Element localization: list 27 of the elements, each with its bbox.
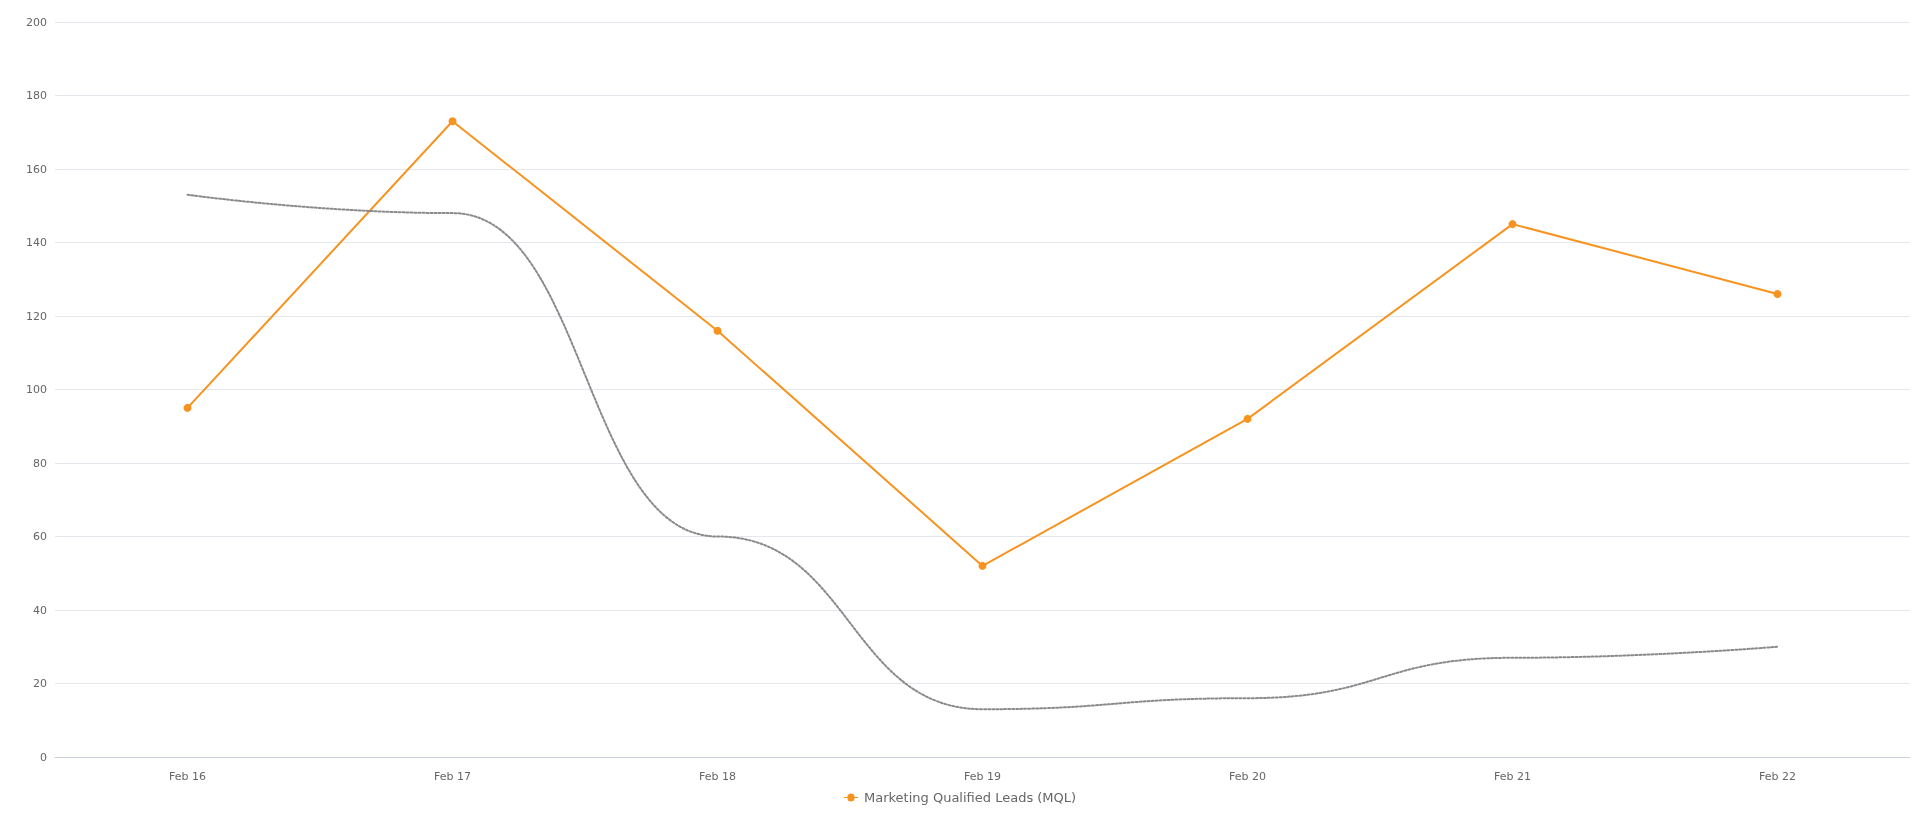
x-tick-label: Feb 22 [1759,770,1796,783]
y-tick-label: 60 [33,530,47,543]
y-tick-label: 100 [26,383,47,396]
y-tick-label: 140 [26,236,47,249]
legend-label: Marketing Qualified Leads (MQL) [863,790,1077,805]
point [1243,414,1252,423]
y-tick-label: 40 [33,603,47,617]
point [713,326,722,335]
point [1773,289,1782,298]
x-tick-label: Feb 21 [1494,770,1531,783]
y-tick-label: 180 [26,89,47,102]
point [1508,220,1517,229]
y-tick-label: 20 [33,677,47,690]
x-tick-label: Feb 19 [964,770,1001,783]
line-series [186,193,1779,711]
x-tick-label: Feb 17 [434,770,471,783]
y-tick-label: 120 [26,309,47,323]
x-tick-label: Feb 20 [1229,770,1266,783]
point [978,561,987,570]
x-tick-label: Feb 16 [169,770,206,783]
point [183,403,192,412]
y-tick-label: 160 [26,162,47,176]
x-tick-label: Feb 18 [699,770,736,783]
y-tick-label: 0 [40,750,47,764]
y-tick-label: 200 [26,15,47,29]
y-tick-label: 80 [33,456,47,470]
point [448,117,457,126]
